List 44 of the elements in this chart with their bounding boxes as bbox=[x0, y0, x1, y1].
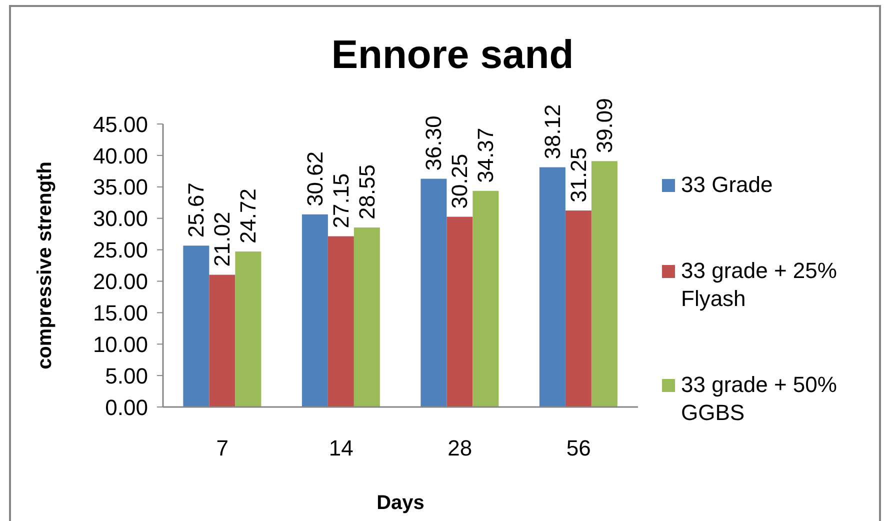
x-tick-label: 56 bbox=[566, 436, 591, 461]
y-tick-label: 40.00 bbox=[92, 143, 148, 168]
bar bbox=[209, 274, 236, 407]
bar bbox=[183, 246, 210, 407]
legend-label: 33 Grade bbox=[681, 171, 774, 199]
chart-title: Ennore sand bbox=[330, 32, 575, 79]
y-tick-label: 0.00 bbox=[105, 394, 148, 420]
data-label: 25.67 bbox=[184, 182, 209, 238]
data-label: 27.15 bbox=[328, 173, 354, 228]
y-tick-label: 10.00 bbox=[92, 332, 148, 357]
data-label: 34.37 bbox=[473, 128, 498, 183]
data-label: 38.12 bbox=[540, 104, 565, 160]
bar bbox=[302, 214, 328, 407]
data-label: 39.09 bbox=[592, 98, 617, 154]
y-tick-label: 45.00 bbox=[92, 112, 148, 137]
bar bbox=[446, 216, 473, 407]
y-tick-label: 5.00 bbox=[105, 363, 148, 388]
bar bbox=[354, 227, 380, 407]
x-tick-label: 14 bbox=[328, 436, 354, 461]
bar bbox=[420, 178, 447, 407]
y-tick-label: 25.00 bbox=[92, 238, 148, 263]
y-tick-label: 20.00 bbox=[92, 269, 148, 294]
data-label: 30.25 bbox=[447, 154, 472, 209]
y-tick-label: 35.00 bbox=[92, 174, 148, 200]
x-tick-label: 28 bbox=[448, 436, 472, 461]
x-tick-label: 7 bbox=[216, 436, 228, 461]
y-tick-label: 15.00 bbox=[92, 300, 148, 326]
data-label: 36.30 bbox=[421, 116, 446, 171]
data-label: 21.02 bbox=[210, 212, 235, 267]
bar bbox=[539, 167, 566, 407]
data-label: 24.72 bbox=[236, 188, 261, 244]
bar bbox=[472, 190, 499, 407]
data-label: 28.55 bbox=[354, 164, 380, 220]
legend-label: 33 grade + 50% GGBS bbox=[681, 371, 838, 427]
y-tick-label: 30.00 bbox=[92, 206, 148, 232]
y-axis-title: compressive strength bbox=[34, 162, 56, 370]
data-label: 30.62 bbox=[302, 151, 328, 206]
data-label: 31.25 bbox=[566, 147, 591, 202]
bar bbox=[328, 236, 354, 407]
bar bbox=[235, 252, 262, 407]
bar bbox=[565, 210, 592, 407]
legend-label: 33 grade + 25% Flyash bbox=[681, 257, 838, 313]
bar bbox=[591, 161, 618, 407]
x-axis-title: Days bbox=[376, 492, 424, 514]
